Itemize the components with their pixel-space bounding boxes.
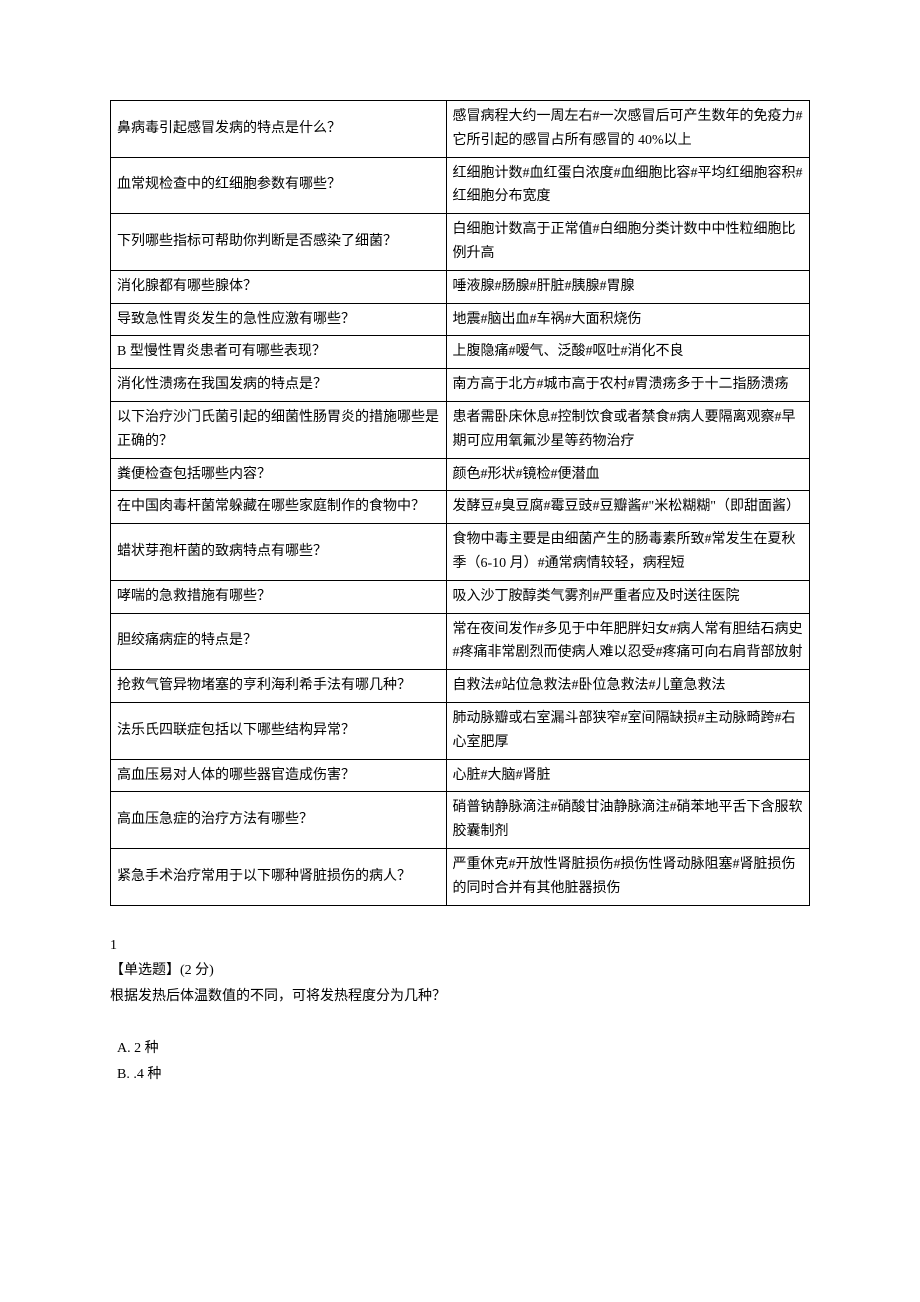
table-row: 抢救气管异物堵塞的亨利海利希手法有哪几种？自救法#站位急救法#卧位急救法#儿童急… [111,670,810,703]
table-row: 法乐氏四联症包括以下哪些结构异常？肺动脉瓣或右室漏斗部狭窄#室间隔缺损#主动脉畸… [111,702,810,759]
table-row: 消化腺都有哪些腺体？唾液腺#肠腺#肝脏#胰腺#胃腺 [111,270,810,303]
question-cell: 抢救气管异物堵塞的亨利海利希手法有哪几种？ [111,670,447,703]
table-row: 血常规检查中的红细胞参数有哪些？红细胞计数#血红蛋白浓度#血细胞比容#平均红细胞… [111,157,810,214]
quiz-option: B. .4 种 [110,1063,810,1087]
answer-cell: 发酵豆#臭豆腐#霉豆豉#豆瓣酱#"米松糊糊"（即甜面酱） [446,491,809,524]
table-row: 高血压急症的治疗方法有哪些？硝普钠静脉滴注#硝酸甘油静脉滴注#硝苯地平舌下含服软… [111,792,810,849]
table-row: 鼻病毒引起感冒发病的特点是什么？感冒病程大约一周左右#一次感冒后可产生数年的免疫… [111,101,810,158]
table-row: 在中国肉毒杆菌常躲藏在哪些家庭制作的食物中？发酵豆#臭豆腐#霉豆豉#豆瓣酱#"米… [111,491,810,524]
answer-cell: 常在夜间发作#多见于中年肥胖妇女#病人常有胆结石病史#疼痛非常剧烈而使病人难以忍… [446,613,809,670]
question-cell: 下列哪些指标可帮助你判断是否感染了细菌？ [111,214,447,271]
quiz-type-label: 【单选题】(2 分) [110,959,810,983]
question-cell: 血常规检查中的红细胞参数有哪些？ [111,157,447,214]
quiz-stem: 根据发热后体温数值的不同，可将发热程度分为几种？ [110,985,810,1009]
quiz-option: A. 2 种 [110,1037,810,1061]
quiz-number: 1 [110,934,810,958]
table-row: B 型慢性胃炎患者可有哪些表现？上腹隐痛#嗳气、泛酸#呕吐#消化不良 [111,336,810,369]
question-cell: 高血压急症的治疗方法有哪些？ [111,792,447,849]
answer-cell: 自救法#站位急救法#卧位急救法#儿童急救法 [446,670,809,703]
answer-cell: 严重休克#开放性肾脏损伤#损伤性肾动脉阻塞#肾脏损伤的同时合并有其他脏器损伤 [446,848,809,905]
table-row: 下列哪些指标可帮助你判断是否感染了细菌？白细胞计数高于正常值#白细胞分类计数中中… [111,214,810,271]
table-row: 消化性溃疡在我国发病的特点是？南方高于北方#城市高于农村#胃溃疡多于十二指肠溃疡 [111,369,810,402]
answer-cell: 地震#脑出血#车祸#大面积烧伤 [446,303,809,336]
qa-table: 鼻病毒引起感冒发病的特点是什么？感冒病程大约一周左右#一次感冒后可产生数年的免疫… [110,100,810,906]
question-cell: B 型慢性胃炎患者可有哪些表现？ [111,336,447,369]
question-cell: 导致急性胃炎发生的急性应激有哪些？ [111,303,447,336]
table-row: 以下治疗沙门氏菌引起的细菌性肠胃炎的措施哪些是正确的？患者需卧床休息#控制饮食或… [111,401,810,458]
answer-cell: 感冒病程大约一周左右#一次感冒后可产生数年的免疫力#它所引起的感冒占所有感冒的 … [446,101,809,158]
table-row: 哮喘的急救措施有哪些？吸入沙丁胺醇类气雾剂#严重者应及时送往医院 [111,580,810,613]
answer-cell: 白细胞计数高于正常值#白细胞分类计数中中性粒细胞比例升高 [446,214,809,271]
question-cell: 在中国肉毒杆菌常躲藏在哪些家庭制作的食物中？ [111,491,447,524]
answer-cell: 食物中毒主要是由细菌产生的肠毒素所致#常发生在夏秋季（6-10 月）#通常病情较… [446,524,809,581]
question-cell: 紧急手术治疗常用于以下哪种肾脏损伤的病人？ [111,848,447,905]
question-cell: 蜡状芽孢杆菌的致病特点有哪些？ [111,524,447,581]
answer-cell: 红细胞计数#血红蛋白浓度#血细胞比容#平均红细胞容积#红细胞分布宽度 [446,157,809,214]
answer-cell: 患者需卧床休息#控制饮食或者禁食#病人要隔离观察#早期可应用氧氟沙星等药物治疗 [446,401,809,458]
question-cell: 胆绞痛病症的特点是？ [111,613,447,670]
answer-cell: 肺动脉瓣或右室漏斗部狭窄#室间隔缺损#主动脉畸跨#右心室肥厚 [446,702,809,759]
answer-cell: 吸入沙丁胺醇类气雾剂#严重者应及时送往医院 [446,580,809,613]
question-cell: 高血压易对人体的哪些器官造成伤害？ [111,759,447,792]
answer-cell: 唾液腺#肠腺#肝脏#胰腺#胃腺 [446,270,809,303]
quiz-block: 1 【单选题】(2 分) 根据发热后体温数值的不同，可将发热程度分为几种？ A.… [110,934,810,1087]
table-row: 导致急性胃炎发生的急性应激有哪些？地震#脑出血#车祸#大面积烧伤 [111,303,810,336]
question-cell: 哮喘的急救措施有哪些？ [111,580,447,613]
table-row: 高血压易对人体的哪些器官造成伤害？心脏#大脑#肾脏 [111,759,810,792]
answer-cell: 南方高于北方#城市高于农村#胃溃疡多于十二指肠溃疡 [446,369,809,402]
table-row: 粪便检查包括哪些内容？颜色#形状#镜检#便潜血 [111,458,810,491]
question-cell: 以下治疗沙门氏菌引起的细菌性肠胃炎的措施哪些是正确的？ [111,401,447,458]
answer-cell: 上腹隐痛#嗳气、泛酸#呕吐#消化不良 [446,336,809,369]
question-cell: 法乐氏四联症包括以下哪些结构异常？ [111,702,447,759]
table-row: 紧急手术治疗常用于以下哪种肾脏损伤的病人？严重休克#开放性肾脏损伤#损伤性肾动脉… [111,848,810,905]
question-cell: 粪便检查包括哪些内容？ [111,458,447,491]
answer-cell: 心脏#大脑#肾脏 [446,759,809,792]
answer-cell: 硝普钠静脉滴注#硝酸甘油静脉滴注#硝苯地平舌下含服软胶囊制剂 [446,792,809,849]
question-cell: 消化腺都有哪些腺体？ [111,270,447,303]
table-row: 胆绞痛病症的特点是？常在夜间发作#多见于中年肥胖妇女#病人常有胆结石病史#疼痛非… [111,613,810,670]
answer-cell: 颜色#形状#镜检#便潜血 [446,458,809,491]
question-cell: 消化性溃疡在我国发病的特点是？ [111,369,447,402]
question-cell: 鼻病毒引起感冒发病的特点是什么？ [111,101,447,158]
table-row: 蜡状芽孢杆菌的致病特点有哪些？食物中毒主要是由细菌产生的肠毒素所致#常发生在夏秋… [111,524,810,581]
